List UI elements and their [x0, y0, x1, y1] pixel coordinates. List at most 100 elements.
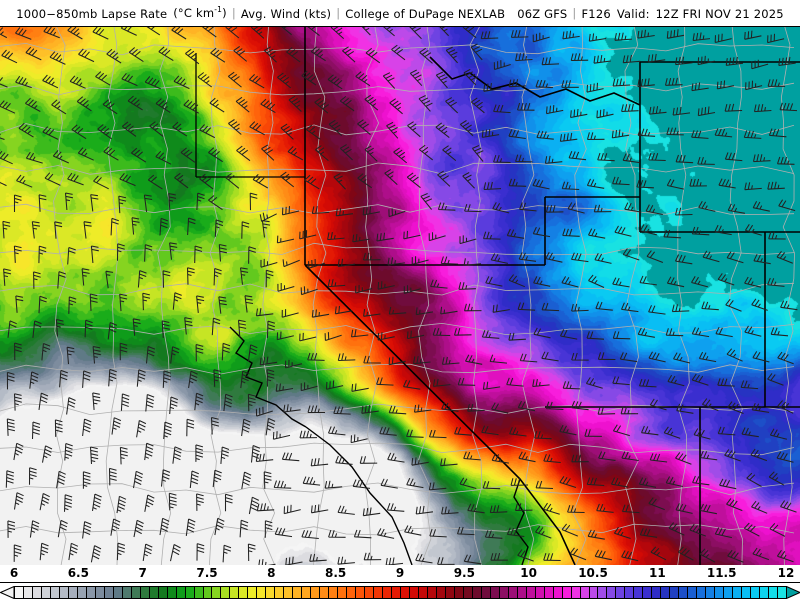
wind-barb — [441, 506, 459, 515]
wind-barb — [0, 77, 8, 88]
wind-barb — [31, 221, 40, 239]
wind-barb — [752, 201, 770, 212]
wind-barb — [91, 493, 102, 511]
wind-barb — [325, 380, 344, 390]
units-exponent: -1 — [214, 5, 223, 15]
wind-barb — [463, 554, 482, 565]
wind-barb — [718, 178, 736, 189]
field-units: (°C km-1) — [173, 5, 227, 21]
wind-barb — [483, 82, 501, 92]
wind-barb — [586, 82, 604, 93]
wind-barb — [255, 406, 273, 417]
wind-barb — [453, 327, 472, 336]
wind-barb — [645, 204, 663, 216]
wind-barb — [249, 74, 265, 89]
wind-barb — [199, 124, 216, 139]
wind-barb — [407, 121, 421, 138]
wind-barb — [482, 381, 501, 390]
wind-barb — [386, 503, 405, 512]
wind-barb — [744, 30, 762, 40]
wind-barb — [767, 33, 785, 44]
wind-barb — [351, 383, 369, 392]
colorbar-axis-rule — [0, 582, 800, 583]
wind-barb — [649, 106, 667, 115]
wind-barb — [770, 327, 789, 337]
wind-barb — [110, 518, 121, 536]
wind-barb — [144, 494, 155, 512]
wind-barb — [161, 320, 170, 338]
county-border — [0, 82, 795, 96]
wind-barb — [776, 451, 794, 463]
wind-barb — [285, 556, 303, 565]
wind-barb — [247, 344, 258, 362]
wind-barb — [83, 221, 92, 239]
wind-barb — [675, 452, 692, 465]
wind-barb — [248, 496, 260, 515]
wind-barb — [639, 224, 657, 236]
wind-barb — [624, 202, 642, 213]
wind-barb — [218, 243, 228, 262]
wind-barb — [137, 270, 147, 288]
wind-barb — [25, 46, 42, 61]
wind-barb — [724, 103, 743, 112]
colorbar-swatches[interactable] — [0, 586, 800, 599]
map-title: 1000−850mb Lapse Rate (°C km-1) | Avg. Wind… — [16, 6, 784, 21]
wind-barb — [67, 172, 84, 186]
wind-barb — [250, 27, 265, 39]
wind-barb — [611, 129, 630, 139]
wind-barb — [307, 405, 325, 414]
wind-barb — [482, 481, 501, 490]
lapse-rate-contour-layer[interactable] — [0, 27, 800, 565]
colorbar-under-arrow — [0, 586, 15, 599]
wind-barb — [222, 544, 232, 563]
wind-barb — [249, 121, 265, 136]
wind-barb — [49, 51, 66, 65]
wind-barb — [342, 46, 356, 63]
wind-barb — [701, 398, 719, 412]
wind-barb — [241, 221, 250, 239]
wind-barb — [225, 173, 240, 189]
wind-barb — [777, 351, 794, 365]
wind-barb — [437, 557, 455, 565]
wind-barb — [335, 455, 353, 465]
wind-barb — [233, 45, 248, 62]
wind-barb — [362, 252, 381, 261]
wind-barb — [339, 95, 355, 112]
wind-barb — [692, 32, 711, 42]
map-viewport[interactable] — [0, 26, 800, 565]
wind-barb — [92, 345, 101, 364]
wind-barb — [144, 244, 153, 262]
wind-barb — [199, 173, 214, 190]
wind-barb — [260, 98, 276, 114]
wind-barb — [7, 520, 16, 538]
wind-barb — [411, 256, 429, 265]
wind-barb — [429, 528, 447, 538]
wind-barb — [541, 351, 559, 362]
wind-barb — [385, 557, 404, 565]
state-border — [304, 264, 576, 565]
wind-barb — [768, 128, 787, 138]
wind-barb — [445, 97, 459, 114]
wind-barb — [52, 150, 70, 164]
wind-barb — [612, 176, 630, 186]
wind-barb — [714, 224, 732, 236]
wind-barb — [284, 359, 303, 369]
wind-barb — [90, 545, 102, 563]
wind-barb — [595, 301, 613, 311]
wind-barb — [493, 60, 511, 71]
wind-barb — [235, 96, 250, 113]
wind-barb — [183, 99, 200, 114]
colorbar-tick-label: 6 — [9, 566, 19, 580]
wind-barb — [105, 270, 114, 289]
wind-barb — [388, 405, 407, 415]
wind-barb — [299, 230, 317, 240]
wind-barb — [202, 27, 217, 38]
wind-barb — [622, 54, 641, 64]
wind-barb — [675, 503, 693, 514]
wind-barb — [310, 46, 326, 62]
wind-barb — [569, 547, 587, 561]
wind-barb — [310, 458, 329, 467]
wind-barb — [647, 53, 666, 63]
wind-barb — [307, 352, 325, 361]
wind-barb — [308, 258, 326, 269]
